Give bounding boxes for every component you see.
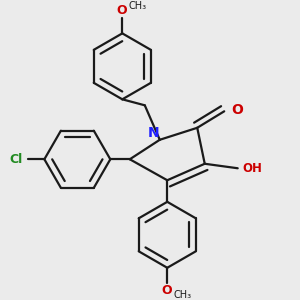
Text: CH₃: CH₃	[129, 2, 147, 11]
Text: CH₃: CH₃	[174, 290, 192, 300]
Text: OH: OH	[242, 162, 262, 175]
Text: O: O	[116, 4, 127, 17]
Text: O: O	[231, 103, 243, 117]
Text: O: O	[161, 284, 172, 297]
Text: N: N	[148, 126, 160, 140]
Text: Cl: Cl	[9, 153, 22, 166]
